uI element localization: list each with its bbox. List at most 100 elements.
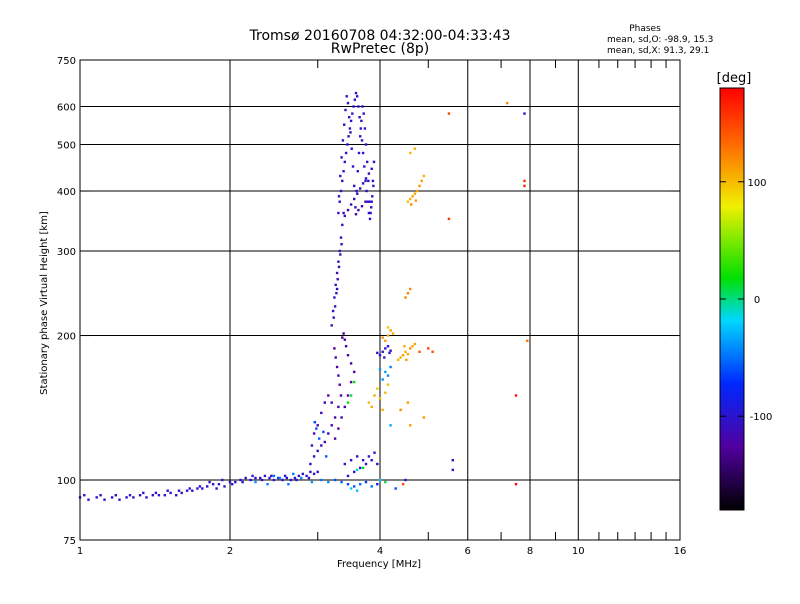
data-point — [266, 483, 269, 486]
data-point — [343, 123, 346, 126]
data-point — [451, 459, 454, 462]
data-point — [289, 478, 293, 482]
data-point — [348, 127, 352, 130]
data-point — [347, 135, 350, 138]
data-point — [353, 184, 356, 188]
data-point — [367, 401, 371, 404]
data-point — [254, 480, 257, 484]
data-point — [353, 370, 356, 374]
data-point — [401, 483, 405, 486]
data-point — [323, 440, 326, 444]
data-point — [354, 213, 358, 216]
data-point — [330, 324, 333, 327]
stats-x-mode: mean, sd,X: 91.3, 29.1 — [607, 46, 709, 56]
data-point — [301, 472, 304, 476]
data-point — [234, 480, 237, 484]
data-point — [447, 112, 451, 115]
data-point — [335, 365, 339, 369]
data-point — [391, 332, 395, 335]
data-point — [343, 405, 346, 409]
data-point — [260, 478, 264, 482]
data-point — [335, 292, 338, 295]
data-point — [353, 470, 356, 474]
data-point — [309, 470, 312, 474]
data-point — [211, 483, 215, 486]
data-point — [364, 179, 367, 183]
data-point — [312, 472, 316, 476]
data-point — [272, 478, 276, 482]
data-point — [337, 405, 340, 409]
data-point — [356, 489, 359, 492]
data-point — [346, 394, 350, 397]
data-point — [389, 424, 392, 427]
data-point — [337, 260, 340, 263]
data-point — [420, 179, 423, 183]
data-point — [413, 147, 417, 150]
data-point — [406, 401, 410, 404]
data-point — [320, 444, 323, 447]
chart-title: Tromsø 20160708 04:32:00-04:33:43 — [249, 28, 511, 44]
data-point — [514, 394, 518, 397]
data-point — [349, 394, 353, 397]
data-point — [339, 189, 343, 193]
data-point — [361, 105, 364, 108]
data-point — [228, 480, 232, 484]
data-point — [272, 474, 276, 478]
data-point — [386, 345, 390, 348]
data-point — [295, 478, 298, 482]
data-point — [371, 195, 374, 198]
data-point — [334, 356, 337, 359]
data-point — [337, 374, 340, 377]
data-point — [343, 338, 346, 341]
data-point — [523, 184, 526, 188]
data-point — [413, 192, 417, 195]
data-point — [367, 179, 370, 183]
data-point — [389, 329, 392, 332]
data-point — [313, 421, 316, 424]
y-tick-labels: 75 100 200 300 400 500 600 750 — [57, 56, 76, 547]
data-point — [414, 199, 417, 202]
data-point — [191, 489, 194, 492]
data-point — [118, 498, 121, 501]
data-point — [337, 427, 340, 430]
data-point — [339, 174, 342, 178]
data-point — [361, 466, 365, 470]
data-point — [333, 478, 337, 482]
data-point — [318, 437, 321, 440]
data-point — [384, 339, 387, 342]
data-point — [341, 336, 344, 339]
data-point — [381, 408, 384, 412]
data-point — [349, 119, 353, 123]
x-axis-label: Frequency [MHz] — [337, 559, 421, 570]
data-point — [327, 432, 330, 435]
data-point — [151, 494, 154, 497]
data-point — [404, 478, 407, 482]
data-point — [333, 305, 337, 308]
colorbar-ticks: 100 0 -100 — [720, 178, 772, 423]
data-point — [342, 211, 345, 215]
data-point — [312, 432, 316, 435]
data-point — [315, 427, 318, 430]
data-point — [333, 347, 336, 350]
data-point — [180, 491, 183, 495]
data-point — [323, 401, 326, 404]
data-point — [356, 468, 359, 472]
data-point — [406, 292, 410, 295]
colorbar-tick-label: 100 — [747, 178, 766, 189]
data-point — [411, 195, 414, 198]
data-point — [404, 350, 407, 353]
data-point — [405, 358, 408, 361]
data-point — [409, 347, 412, 350]
data-point — [341, 223, 344, 227]
data-point — [352, 105, 355, 108]
data-point — [506, 101, 509, 105]
data-point — [185, 489, 189, 492]
data-point — [239, 478, 242, 482]
data-point — [384, 370, 387, 374]
data-point — [364, 143, 368, 146]
data-point — [259, 476, 262, 480]
data-point — [349, 380, 353, 384]
data-point — [404, 296, 407, 299]
data-point — [370, 459, 373, 462]
data-point — [340, 243, 343, 246]
